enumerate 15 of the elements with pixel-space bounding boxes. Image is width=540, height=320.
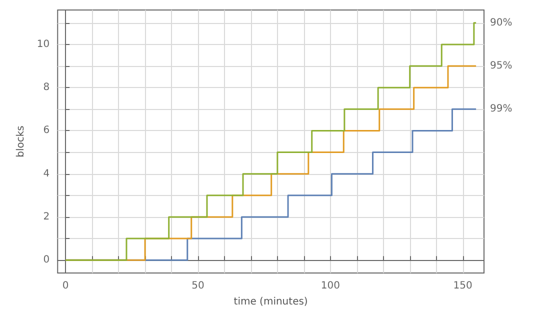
y-tick-label: 4: [43, 168, 50, 180]
series-label: 95%: [490, 60, 512, 72]
y-tick-label: 0: [43, 254, 50, 266]
y-tick-label: 8: [43, 82, 50, 94]
y-tick-label: 2: [43, 211, 50, 222]
x-tick-label: 50: [192, 280, 204, 292]
y-axis-title: blocks: [16, 126, 26, 158]
y-tick-label: 6: [43, 125, 50, 136]
x-tick-label: 100: [320, 280, 340, 292]
series-label: 90%: [490, 17, 512, 28]
x-axis-title: time (minutes): [234, 296, 308, 308]
x-tick-label: 0: [62, 280, 69, 292]
y-tick-label: 10: [36, 38, 50, 50]
series-label: 99%: [490, 104, 512, 115]
x-tick-label: 150: [453, 280, 472, 292]
